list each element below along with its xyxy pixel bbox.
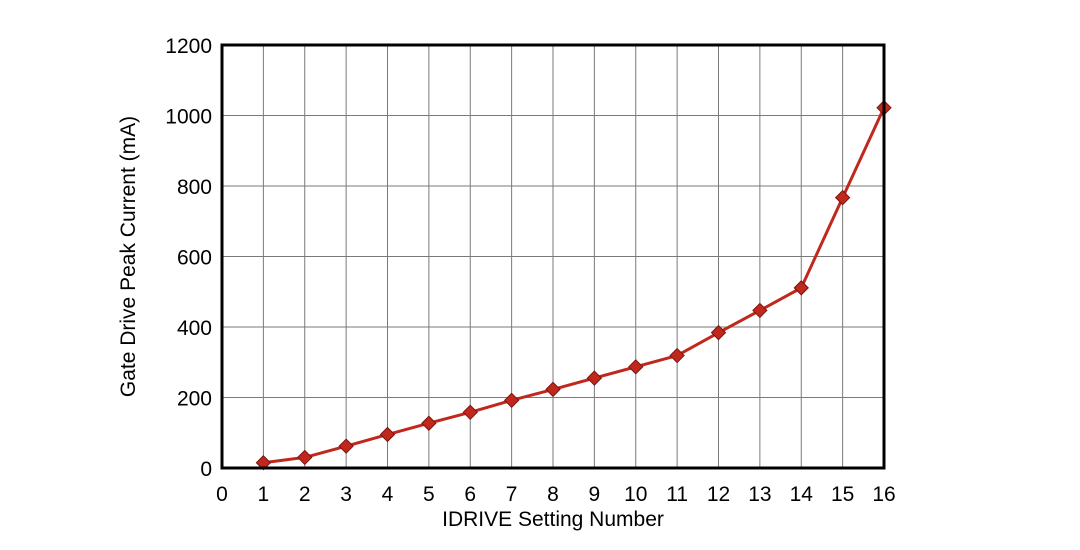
y-tick-label: 0	[200, 458, 212, 481]
x-tick-label: 11	[666, 483, 688, 506]
x-tick-label: 1	[258, 483, 270, 506]
data-point-marker	[462, 404, 478, 421]
data-point-marker	[503, 392, 520, 409]
x-tick-label: 7	[506, 483, 518, 506]
x-tick-label: 10	[624, 483, 647, 506]
series-line	[263, 107, 886, 465]
x-axis-title: IDRIVE Setting Number	[442, 508, 664, 531]
plot-frame	[220, 43, 886, 470]
x-tick-label: 9	[589, 483, 601, 506]
y-tick-label: 800	[177, 176, 212, 199]
x-tick-label: 8	[547, 483, 559, 506]
x-tick-label: 15	[831, 483, 854, 506]
data-point-marker	[710, 324, 727, 341]
x-tick-label: 5	[423, 483, 435, 506]
data-point-marker	[338, 438, 354, 454]
data-point-marker	[628, 359, 644, 375]
x-axis-ticks: 0 1 2 3 4 5 6 7 8 9 10 11 12 13 14 15 16	[216, 483, 896, 506]
data-point-marker	[297, 449, 313, 466]
x-tick-label: 2	[299, 483, 311, 506]
data-point-marker	[752, 302, 768, 319]
grid	[222, 45, 884, 468]
y-tick-label: 1200	[165, 35, 212, 58]
y-axis-title: Gate Drive Peak Current (mA)	[117, 116, 140, 397]
x-tick-label: 12	[707, 483, 730, 506]
x-tick-label: 0	[216, 483, 228, 506]
series-layer	[255, 100, 892, 471]
y-tick-label: 400	[177, 317, 212, 340]
y-tick-label: 600	[177, 247, 212, 270]
data-point-marker	[545, 381, 561, 398]
data-point-marker	[379, 426, 396, 443]
x-tick-label: 13	[748, 483, 771, 506]
data-point-marker	[255, 455, 272, 471]
x-tick-label: 4	[382, 483, 394, 506]
data-point-marker	[834, 189, 851, 206]
x-tick-label: 3	[340, 483, 352, 506]
y-tick-label: 1000	[165, 106, 212, 129]
y-tick-label: 200	[177, 388, 212, 411]
data-point-marker	[793, 280, 809, 296]
y-axis-ticks: 0 200 400 600 800 1000 1200	[165, 35, 212, 481]
x-tick-label: 6	[464, 483, 476, 506]
x-tick-label: 14	[790, 483, 814, 506]
x-tick-label: 16	[872, 483, 895, 506]
data-point-marker	[669, 347, 685, 364]
data-point-marker	[586, 370, 603, 386]
data-point-marker	[421, 415, 437, 431]
